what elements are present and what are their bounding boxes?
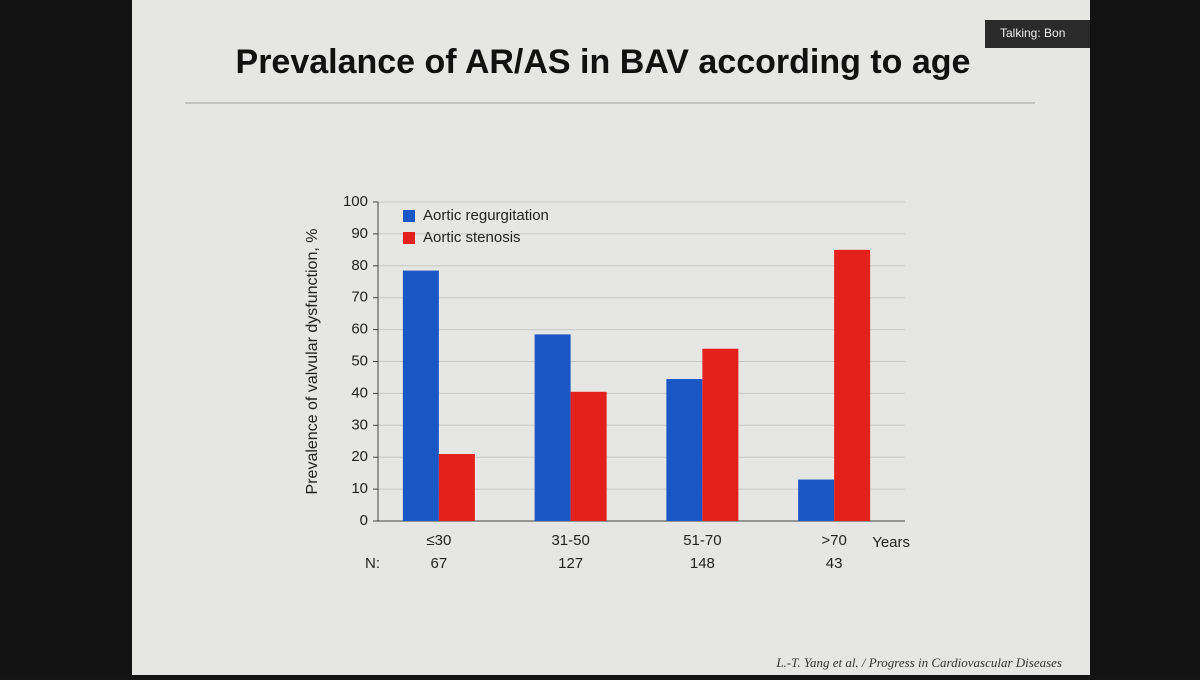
x-axis-title: Years	[872, 534, 910, 551]
bar	[402, 270, 439, 521]
bar	[438, 454, 475, 521]
n-value: 43	[826, 555, 843, 572]
x-tick-label: >70	[821, 532, 846, 549]
x-tick-label: 51-70	[683, 532, 721, 549]
y-tick-label: 40	[351, 384, 368, 401]
y-tick-label: 60	[351, 321, 368, 338]
y-tick-label: 70	[351, 289, 368, 306]
slide-title: Prevalance of AR/AS in BAV according to …	[236, 43, 971, 81]
bar	[834, 249, 871, 521]
bar	[534, 334, 571, 521]
bar	[798, 479, 835, 521]
legend-label: Aortic stenosis	[423, 229, 521, 246]
y-tick-label: 20	[351, 448, 368, 465]
y-tick-label: 80	[351, 257, 368, 274]
citation: L.-T. Yang et al. / Progress in Cardiova…	[775, 655, 1062, 670]
y-tick-label: 30	[351, 416, 368, 433]
y-axis-title: Prevalence of valvular dysfunction, %	[304, 229, 321, 495]
n-value: 148	[690, 555, 715, 572]
n-value: 127	[558, 555, 583, 572]
y-tick-label: 90	[351, 225, 368, 242]
speaker-box	[985, 20, 1090, 48]
bar	[666, 379, 703, 521]
legend-label: Aortic regurgitation	[423, 207, 549, 224]
n-label: N:	[365, 555, 380, 572]
chart: 0 10 20 30 40 50 60 70 80 90 100 Prevalence of valv…	[304, 193, 910, 572]
y-tick-label: 50	[351, 352, 368, 369]
slide	[132, 0, 1090, 675]
n-value: 67	[431, 555, 448, 572]
y-tick-label: 10	[351, 480, 368, 497]
speaker-label: Talking: Bon	[1000, 26, 1065, 40]
bar	[570, 391, 607, 521]
x-tick-label: 31-50	[551, 532, 589, 549]
y-tick-label: 0	[360, 512, 368, 529]
bar	[702, 348, 739, 521]
legend-swatch	[403, 232, 415, 244]
y-tick-label: 100	[343, 193, 368, 210]
x-tick-label: ≤30	[426, 532, 451, 549]
legend-swatch	[403, 210, 415, 222]
